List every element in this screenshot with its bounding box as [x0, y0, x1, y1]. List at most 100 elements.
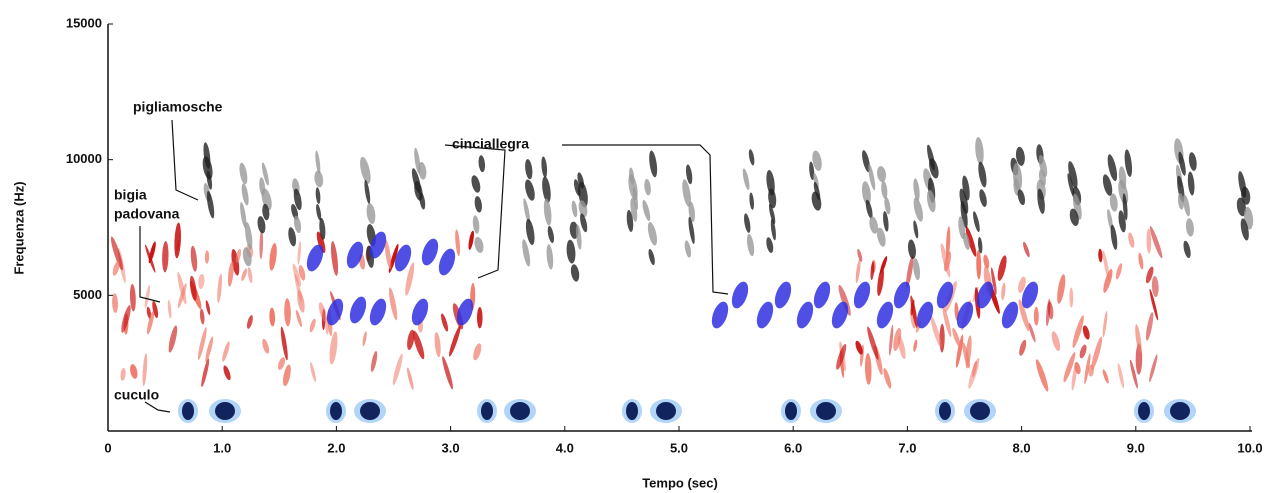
spectrogram-blob [121, 305, 131, 333]
spectrogram-blob [1019, 339, 1027, 356]
spectrogram-blob [973, 211, 980, 233]
spectrogram-blob [865, 199, 873, 219]
spectrogram-blob [1177, 193, 1184, 210]
spectrogram-blob [864, 353, 872, 385]
x-tick-label: 9.0 [1127, 440, 1145, 455]
spectrogram-blob [525, 179, 535, 201]
spectrogram-blob [142, 353, 148, 387]
spectrogram-blob [405, 262, 415, 296]
spectrogram-blob [411, 298, 429, 326]
spectrogram-blob [474, 236, 484, 253]
spectrogram-blob [1082, 325, 1090, 340]
spectrogram-blob [1021, 281, 1039, 309]
spectrogram-blob [1018, 276, 1026, 293]
y-tick-label: 10000 [66, 151, 102, 166]
spectrogram-blob [1145, 266, 1154, 284]
spectrogram-blob [362, 331, 367, 347]
spectrogram-blob [314, 170, 324, 188]
spectrogram-blob [688, 201, 696, 222]
spectrogram-blob [956, 301, 974, 329]
spectrogram-blob [812, 150, 822, 171]
x-tick-label: 10.0 [1237, 440, 1262, 455]
spectrogram-blob [768, 188, 777, 209]
x-tick-label: 3.0 [442, 440, 460, 455]
spectrogram-blob [346, 241, 364, 269]
spectrogram-blob [168, 325, 178, 353]
spectrogram-blob [1151, 275, 1159, 298]
arrow [444, 144, 506, 279]
spectrogram-blob [884, 196, 891, 215]
spectrogram-blob [543, 198, 552, 226]
spectrogram-blob [167, 299, 172, 319]
spectrogram-blob [936, 281, 954, 309]
spectrogram-blob [525, 218, 535, 246]
spectrogram-blob [306, 244, 324, 272]
spectrogram-blob [883, 211, 889, 232]
spectrogram-blob [419, 192, 426, 210]
spectrogram-blob [959, 188, 969, 214]
arrow [171, 119, 199, 201]
spectrogram-blob [929, 158, 939, 179]
spectrogram-blob [578, 200, 588, 218]
spectrogram-blob [860, 344, 864, 367]
spectrogram-blob [770, 218, 776, 241]
spectrogram-blob [199, 308, 205, 325]
spectrogram-blob [421, 238, 439, 266]
spectrogram-blob [269, 307, 276, 327]
spectrogram-blob [269, 242, 277, 271]
spectrogram-blob [1079, 344, 1087, 359]
spectrogram-blob [298, 265, 306, 281]
spectrogram-blob [1018, 299, 1030, 332]
spectrogram-blob [580, 213, 588, 233]
spectrogram-blob [831, 301, 849, 329]
spectrogram-blob [711, 301, 729, 329]
spectrogram-blob [626, 210, 634, 232]
spectrogram-blob [1129, 359, 1138, 389]
annotation: cuculo [114, 387, 159, 403]
spectrogram-blob [198, 273, 205, 290]
spectrogram-blob [836, 343, 847, 370]
spectrogram-blob [877, 267, 884, 296]
spectrogram-blob [392, 353, 403, 386]
spectrogram-blob [628, 174, 638, 201]
spectrogram-blob [742, 168, 750, 190]
spectrogram-blob [288, 227, 297, 247]
spectrogram-blob [284, 298, 291, 327]
spectrogram-blob [162, 241, 169, 273]
spectrogram-blob [329, 331, 338, 365]
spectrogram-blob [744, 213, 751, 233]
x-axis-label: Tempo (sec) [642, 475, 718, 490]
spectrogram-blob [930, 316, 942, 348]
spectrogram-blob [748, 149, 755, 166]
spectrogram-blob [990, 267, 997, 295]
spectrogram-blob [1063, 351, 1076, 383]
spectrogram-blob [481, 402, 493, 420]
spectrogram-blob [684, 240, 692, 258]
spectrogram-blob [1118, 210, 1126, 233]
spectrogram-blob [277, 357, 286, 370]
spectrogram-blob [867, 326, 879, 360]
spectrogram-blob [1138, 252, 1144, 270]
spectrogram-blob [144, 244, 156, 273]
arrow [562, 144, 729, 295]
spectrogram-blob [472, 215, 480, 234]
spectrogram-blob [952, 327, 961, 348]
spectrogram-blob [231, 249, 240, 276]
spectrogram-blob [958, 216, 966, 240]
spectrogram-blob [283, 364, 291, 387]
spectrogram-blob [1102, 310, 1108, 338]
spectrogram-blob [280, 326, 288, 361]
spectrogram-blob [566, 239, 576, 264]
spectrogram-blob [294, 273, 302, 302]
spectrogram-blob [857, 248, 863, 262]
spectrogram-blob [1178, 151, 1186, 176]
spectrogram-blob [1047, 301, 1054, 320]
spectrogram-blob [1128, 232, 1135, 248]
arrow [139, 226, 161, 303]
spectrogram-blob [955, 334, 964, 368]
spectrogram-blob [1149, 354, 1158, 383]
spectrogram-blob [855, 340, 863, 355]
spectrogram-blob [1188, 152, 1197, 171]
spectrogram-blob [204, 250, 210, 264]
